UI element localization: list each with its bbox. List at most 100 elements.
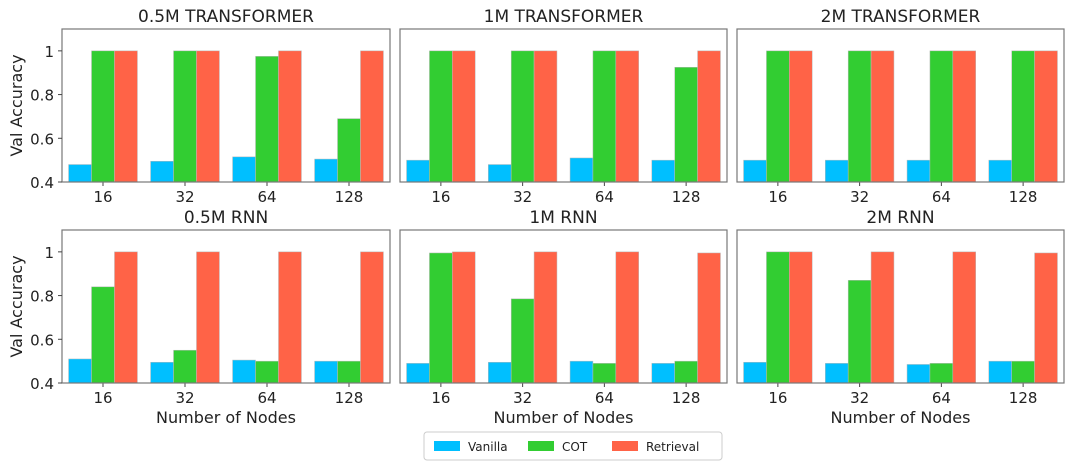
bar-retrieval <box>870 251 895 384</box>
panel-frame <box>61 229 391 384</box>
bar-cot <box>255 56 279 183</box>
panel-frame <box>399 229 728 384</box>
y-tick-label: 0.8 <box>30 288 54 306</box>
bar-vanilla <box>232 359 256 384</box>
bar-cot <box>91 50 115 183</box>
bar-retrieval <box>452 50 476 183</box>
x-axis-label: Number of Nodes <box>831 408 971 427</box>
bar-vanilla <box>314 360 338 384</box>
x-tick-label: 128 <box>335 188 364 206</box>
bar-retrieval <box>697 252 721 384</box>
y-tick-label: 1 <box>44 43 54 61</box>
bar-retrieval <box>1034 50 1058 183</box>
legend-label-vanilla: Vanilla <box>468 440 508 454</box>
x-tick-label: 16 <box>93 188 112 206</box>
bar-cot <box>173 349 197 384</box>
bar-vanilla <box>150 160 174 183</box>
x-tick-label: 16 <box>768 389 787 407</box>
panel-title: 2M TRANSFORMER <box>821 7 981 27</box>
bar-cot <box>255 360 279 384</box>
bar-vanilla <box>906 159 931 183</box>
bar-retrieval <box>196 50 220 183</box>
legend-label-cot: COT <box>562 440 588 454</box>
bar-retrieval <box>452 251 476 384</box>
panel-frame <box>61 28 391 183</box>
bar-vanilla <box>68 358 92 384</box>
x-tick-label: 32 <box>513 389 532 407</box>
bar-retrieval <box>789 50 813 183</box>
y-axis-label: Val Accuracy <box>7 255 26 357</box>
x-tick-label: 32 <box>175 389 194 407</box>
x-tick-label: 128 <box>1009 389 1038 407</box>
panel-title: 2M RNN <box>866 208 934 228</box>
bar-vanilla <box>825 159 849 183</box>
x-tick-label: 32 <box>513 188 532 206</box>
bar-vanilla <box>988 159 1012 183</box>
x-tick-label: 64 <box>932 389 951 407</box>
bar-cot <box>337 360 361 384</box>
bar-vanilla <box>488 164 512 183</box>
bar-vanilla <box>68 164 92 183</box>
bar-cot <box>173 50 197 183</box>
x-tick-label: 32 <box>850 188 869 206</box>
bar-retrieval <box>278 251 302 384</box>
bar-vanilla <box>825 363 849 384</box>
x-tick-label: 32 <box>850 389 869 407</box>
panel-frame <box>736 28 1065 183</box>
bar-cot <box>91 286 115 384</box>
x-tick-label: 32 <box>175 188 194 206</box>
bar-vanilla <box>988 360 1012 384</box>
bar-vanilla <box>569 360 594 384</box>
y-tick-label: 0.6 <box>30 331 54 349</box>
y-tick-label: 0.4 <box>30 375 54 393</box>
bar-retrieval <box>952 50 976 183</box>
x-tick-label: 64 <box>595 188 614 206</box>
x-axis-label: Number of Nodes <box>156 408 296 427</box>
y-axis-label: Val Accuracy <box>7 54 26 156</box>
bar-vanilla <box>314 158 338 183</box>
bar-cot <box>847 280 872 384</box>
bar-vanilla <box>232 156 256 183</box>
x-tick-label: 16 <box>768 188 787 206</box>
y-tick-label: 1 <box>44 244 54 262</box>
bar-cot <box>510 298 535 384</box>
bar-retrieval <box>615 251 639 384</box>
bar-cot <box>929 50 954 183</box>
bar-retrieval <box>533 251 558 384</box>
bar-cot <box>1011 360 1035 384</box>
bar-retrieval <box>360 50 384 183</box>
x-tick-label: 128 <box>1009 188 1038 206</box>
x-tick-label: 64 <box>595 389 614 407</box>
panel-title: 1M TRANSFORMER <box>484 7 644 27</box>
bar-cot <box>766 251 790 384</box>
bar-cot <box>592 50 617 183</box>
bar-retrieval <box>1034 252 1058 384</box>
legend-label-retrieval: Retrieval <box>646 440 699 454</box>
bar-cot <box>847 50 872 183</box>
x-tick-label: 128 <box>335 389 364 407</box>
legend-swatch-cot <box>528 441 554 451</box>
bar-retrieval <box>697 50 721 183</box>
panel-frame <box>736 229 1065 384</box>
y-tick-label: 0.8 <box>30 87 54 105</box>
bar-cot <box>929 363 954 384</box>
panel-title: 0.5M RNN <box>184 208 268 228</box>
bar-vanilla <box>651 159 675 183</box>
bar-retrieval <box>615 50 639 183</box>
bar-retrieval <box>533 50 558 183</box>
bar-vanilla <box>906 364 931 384</box>
bar-cot <box>674 67 698 183</box>
legend-swatch-retrieval <box>612 441 638 451</box>
bar-retrieval <box>789 251 813 384</box>
x-tick-label: 128 <box>672 389 701 407</box>
legend-swatch-vanilla <box>434 441 460 451</box>
bar-cot <box>429 50 453 183</box>
x-tick-label: 64 <box>257 188 276 206</box>
bar-retrieval <box>952 251 976 384</box>
bar-cot <box>510 50 535 183</box>
panel-title: 1M RNN <box>529 208 597 228</box>
bar-retrieval <box>278 50 302 183</box>
panel-title: 0.5M TRANSFORMER <box>138 7 314 27</box>
bar-vanilla <box>406 363 430 384</box>
